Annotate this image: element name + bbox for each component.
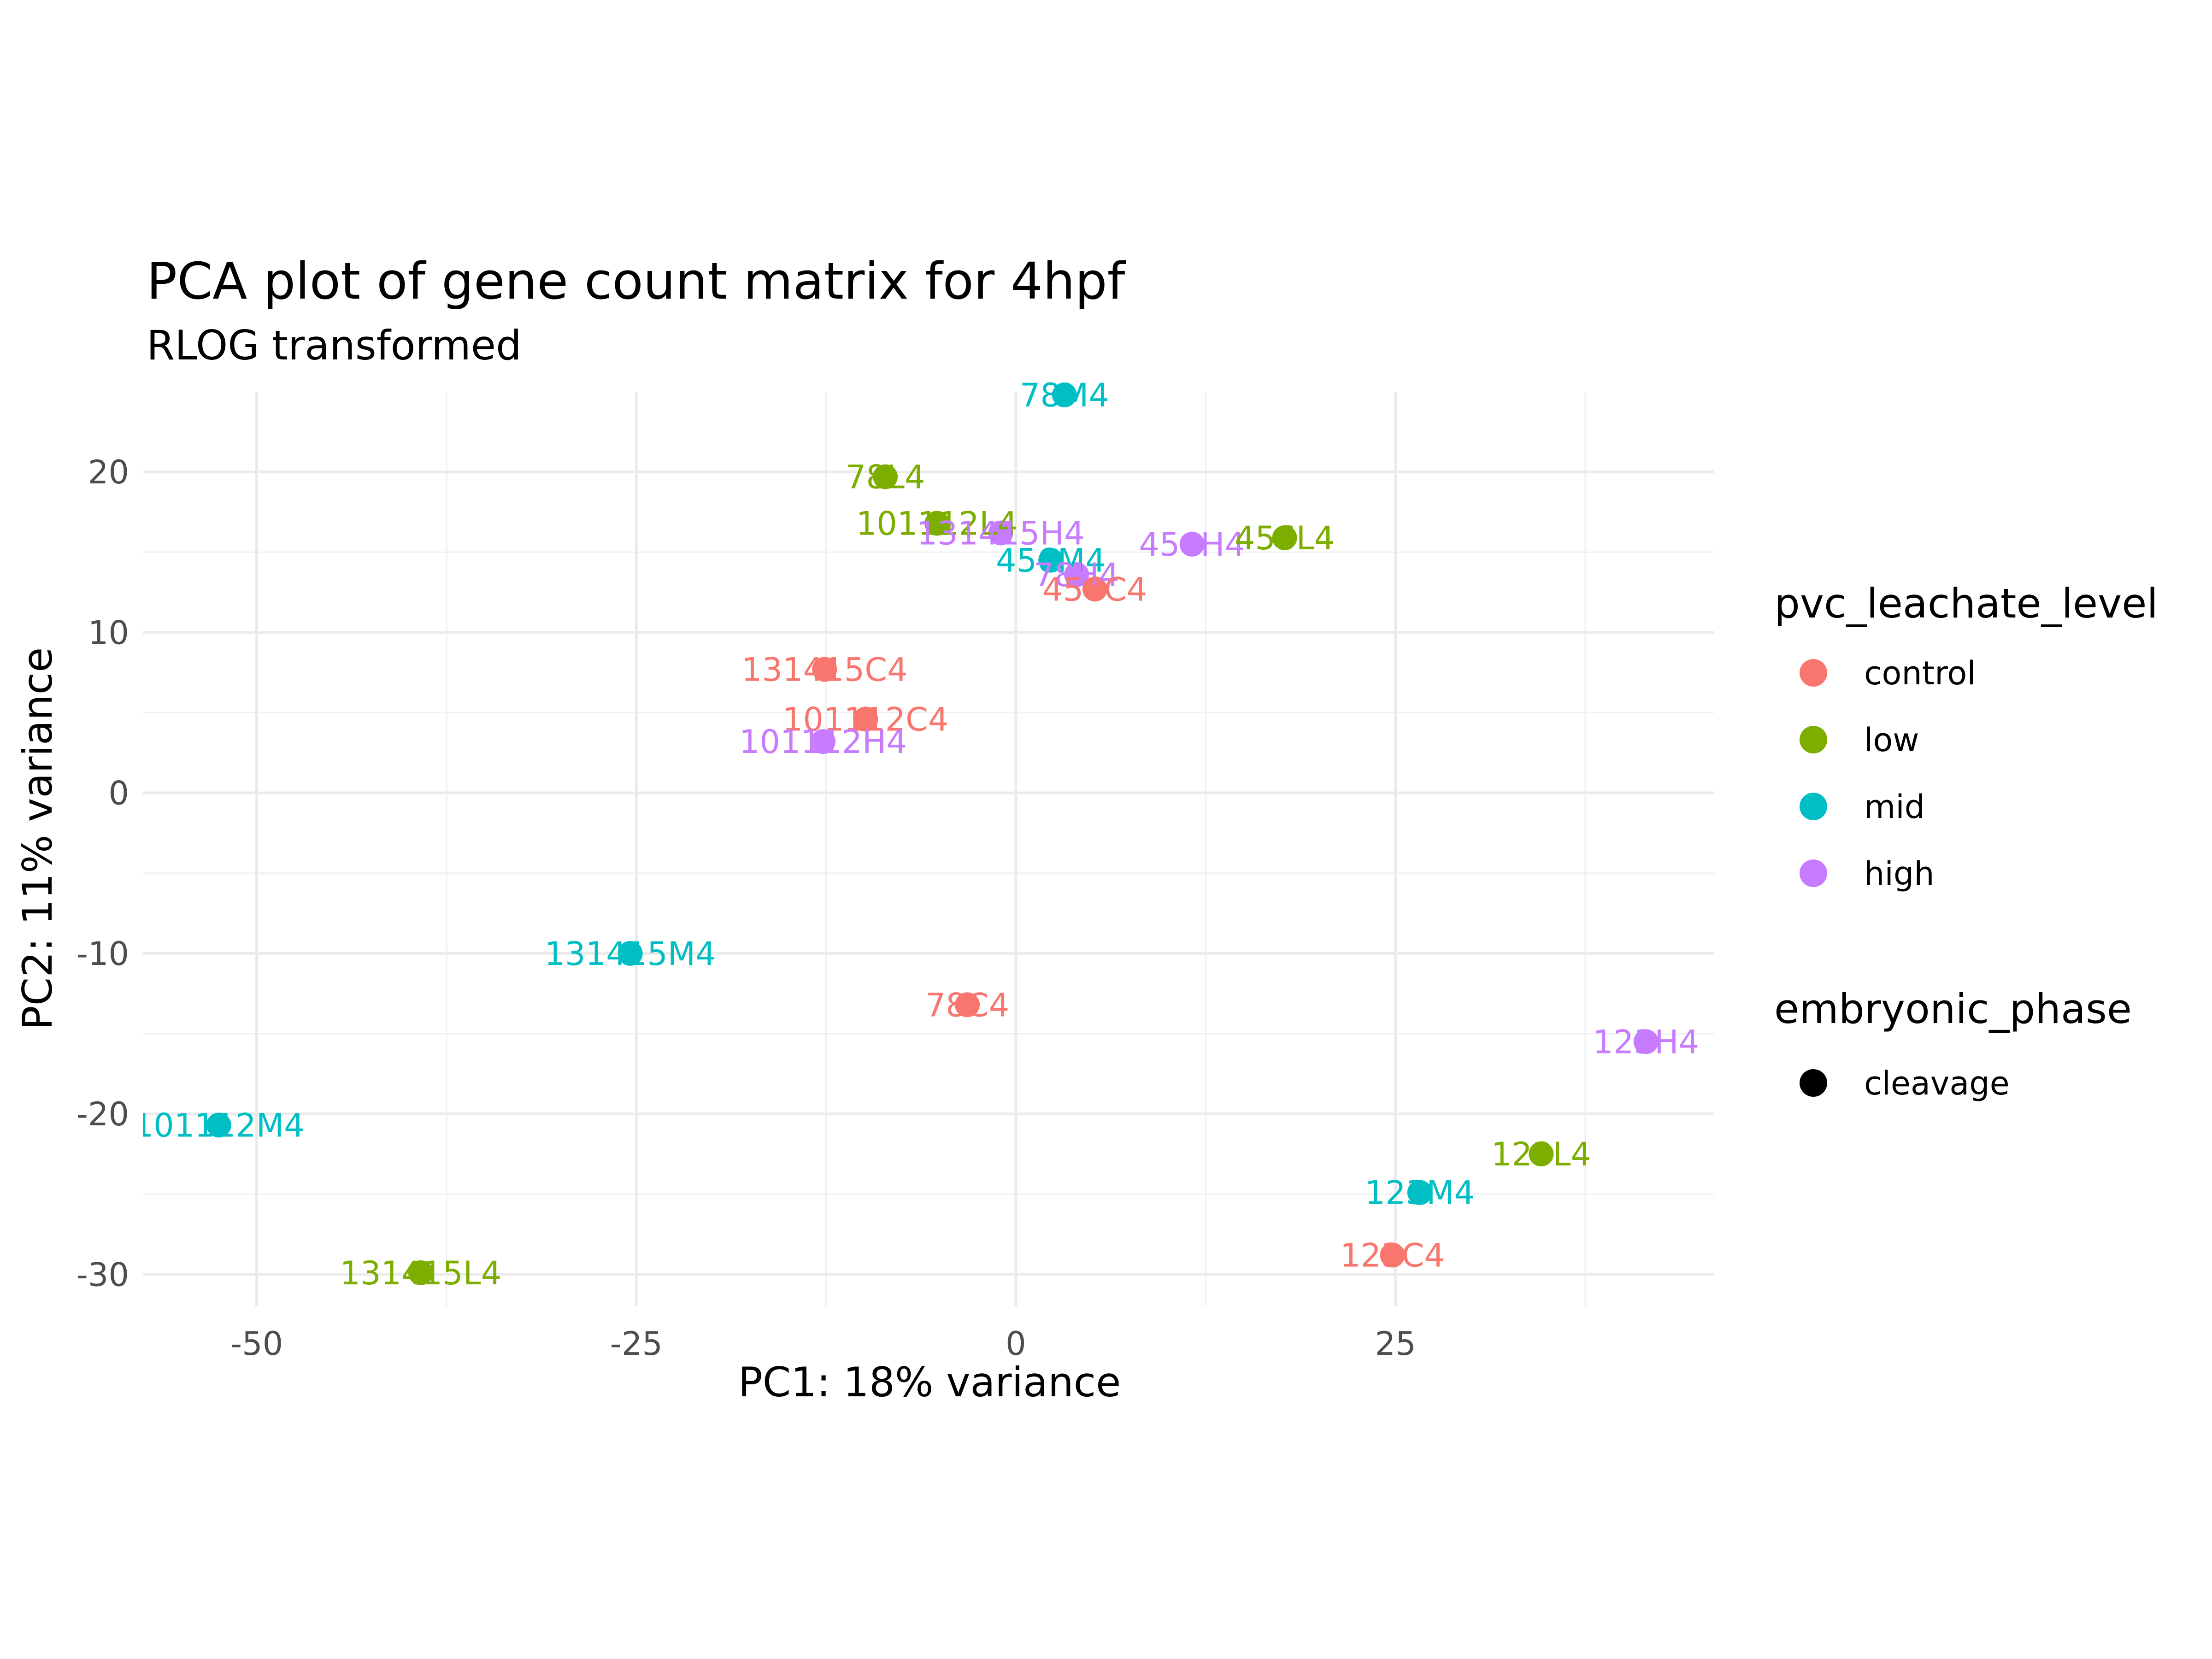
data-point (1529, 1141, 1554, 1167)
legend-label-mid: mid (1864, 788, 1925, 826)
data-point (1272, 525, 1297, 550)
data-point (618, 941, 643, 966)
data-point-label: 131415M4 (545, 935, 716, 973)
x-tick-label: -50 (230, 1325, 283, 1363)
legend-label-control: control (1864, 654, 1976, 692)
legend-key-mid (1800, 793, 1827, 820)
x-tick-label: 25 (1375, 1325, 1416, 1363)
data-point (1407, 1180, 1432, 1205)
data-point-label: 131415H4 (917, 514, 1084, 552)
data-point (955, 992, 980, 1018)
tick-labels-layer: -50 -25 0 25 -30 -20 -10 0 10 20 (76, 453, 1416, 1363)
data-point (408, 1260, 433, 1285)
y-tick-label: -10 (76, 935, 129, 973)
legend-label-cleavage: cleavage (1864, 1065, 2010, 1102)
data-point-label: 123C4 (1340, 1237, 1445, 1275)
grid-layer (143, 392, 1714, 1306)
data-point (1082, 577, 1107, 602)
legend-key-low (1800, 726, 1827, 753)
y-axis-title: PC2: 11% variance (14, 647, 61, 1030)
data-point-label: 101112M4 (133, 1106, 305, 1144)
data-point-label: 78C4 (925, 986, 1010, 1024)
data-point (924, 511, 950, 536)
chart-title: PCA plot of gene count matrix for 4hpf (147, 252, 1126, 311)
y-tick-label: -30 (76, 1256, 129, 1294)
y-tick-label: -20 (76, 1095, 129, 1133)
x-tick-label: -25 (610, 1325, 663, 1363)
legend-key-high (1800, 859, 1827, 887)
data-point (873, 464, 898, 489)
data-point-label: 456H4 (1139, 526, 1245, 564)
data-point-label: 123L4 (1491, 1135, 1591, 1173)
data-point-label: 101112L4 (856, 505, 1018, 543)
data-point-label: 78L4 (846, 459, 925, 496)
data-point (853, 706, 878, 732)
data-point (1179, 531, 1205, 557)
legend-label-high: high (1864, 855, 1935, 893)
data-point-label: 123M4 (1365, 1174, 1475, 1212)
data-point-label: 78M4 (1020, 377, 1109, 414)
y-tick-label: 20 (88, 453, 129, 491)
data-point (812, 657, 837, 682)
data-point (1038, 547, 1064, 573)
color-legend-title: pvc_leachate_level (1774, 580, 2158, 627)
data-point (1064, 562, 1089, 587)
data-point-label: 456M4 (996, 542, 1106, 580)
points-layer (206, 382, 1659, 1285)
data-point-label: 131415L4 (340, 1254, 502, 1292)
shape-legend-title: embryonic_phase (1774, 985, 2132, 1033)
data-point (1380, 1242, 1405, 1268)
y-tick-label: 0 (108, 775, 129, 812)
legend-key-cleavage (1800, 1069, 1827, 1097)
data-point (1633, 1029, 1659, 1054)
legend: pvc_leachate_level control low mid high emb… (1774, 580, 2158, 1102)
data-point (206, 1112, 231, 1138)
x-axis-title: PC1: 18% variance (738, 1359, 1121, 1406)
y-tick-label: 10 (88, 614, 129, 652)
data-point-label: 456L4 (1235, 519, 1335, 557)
data-point (811, 729, 836, 754)
data-point (1052, 382, 1077, 407)
data-point-label: 101112C4 (782, 700, 949, 738)
data-point-label: 78H4 (1034, 556, 1119, 594)
x-tick-label: 0 (1006, 1325, 1026, 1363)
data-point (988, 520, 1013, 546)
legend-label-low: low (1864, 721, 1919, 759)
legend-key-control (1800, 659, 1827, 687)
shape-legend-items: cleavage (1800, 1065, 2010, 1102)
data-point-label: 101112H4 (739, 723, 907, 761)
data-point-label: 123H4 (1593, 1023, 1699, 1061)
data-point-label: 131415C4 (741, 651, 908, 688)
chart-subtitle: RLOG transformed (147, 322, 522, 369)
data-point-label: 456C4 (1042, 571, 1147, 608)
color-legend-items: control low mid high (1800, 654, 1976, 893)
